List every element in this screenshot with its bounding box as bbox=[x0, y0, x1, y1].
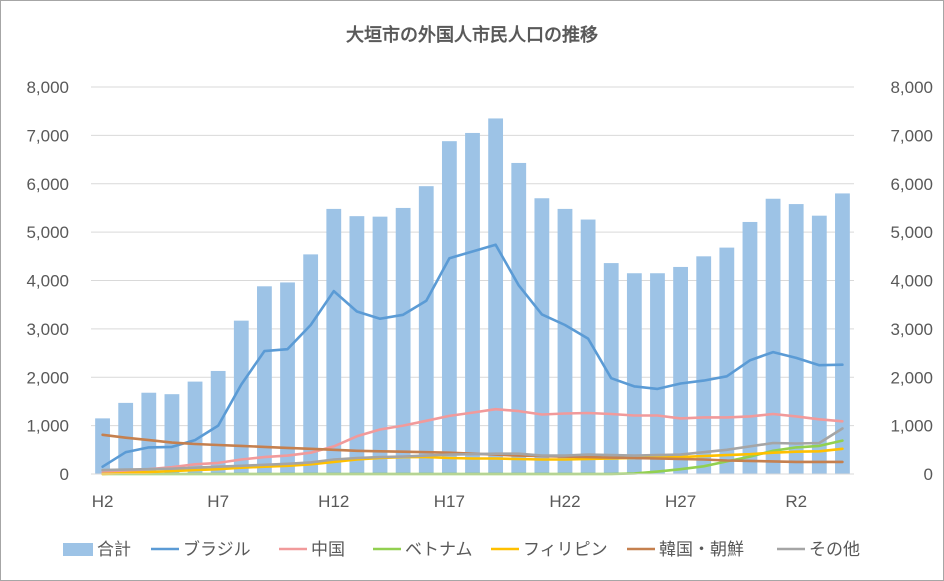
bar-H27 bbox=[673, 266, 688, 474]
y-right-tick-label: 1,000 bbox=[890, 417, 933, 436]
bar-H11 bbox=[303, 254, 319, 474]
line-series-フィリピン bbox=[101, 447, 844, 476]
x-axis: H2 H7 H12 H17 H22 H27 R2 bbox=[92, 492, 807, 511]
y-left-tick-label: 1,000 bbox=[26, 417, 69, 436]
legend: 合計 ブラジル 中国 ベトナム フィリピン 韓国・朝鮮 その他 bbox=[63, 539, 860, 560]
bar-R4 bbox=[835, 193, 850, 475]
y-left-tick-label: 6,000 bbox=[26, 175, 69, 194]
x-tick-label: R2 bbox=[785, 492, 807, 511]
y-axis-right: 0 1,000 2,000 3,000 4,000 5,000 6,000 7,000 8,00… bbox=[890, 78, 933, 484]
legend-label: 中国 bbox=[311, 540, 345, 560]
y-left-tick-label: 4,000 bbox=[26, 272, 69, 291]
legend-item-フィリピン: フィリピン bbox=[491, 540, 608, 560]
bar-H29 bbox=[719, 247, 735, 474]
x-tick-label: H27 bbox=[665, 492, 696, 511]
legend-item-中国: 中国 bbox=[279, 540, 345, 560]
line-series-ブラジル bbox=[101, 243, 844, 469]
legend-label: フィリピン bbox=[523, 540, 608, 560]
y-right-tick-label: 5,000 bbox=[890, 223, 933, 242]
y-axis-left: 0 1,000 2,000 3,000 4,000 5,000 6,000 7,000 8,00… bbox=[26, 78, 69, 484]
bar-H2 bbox=[95, 418, 110, 474]
y-left-tick-label: 8,000 bbox=[26, 78, 69, 97]
x-tick-label: H2 bbox=[92, 492, 114, 511]
y-right-tick-label: 8,000 bbox=[890, 78, 933, 97]
legend-label: 韓国・朝鮮 bbox=[659, 540, 744, 560]
bar-H4 bbox=[141, 392, 157, 474]
y-left-tick-label: 2,000 bbox=[26, 368, 69, 387]
bar-H10 bbox=[280, 282, 295, 474]
legend-label: ベトナム bbox=[405, 540, 473, 560]
bar-H19 bbox=[488, 118, 504, 474]
bar-H5 bbox=[164, 394, 180, 474]
x-tick-label: H22 bbox=[549, 492, 580, 511]
bar-H20 bbox=[511, 162, 527, 475]
chart-title: 大垣市の外国人市民人口の推移 bbox=[346, 24, 598, 46]
x-tick-label: H7 bbox=[207, 492, 229, 511]
bar-R3 bbox=[811, 215, 827, 475]
bar-H28 bbox=[696, 256, 712, 474]
bar-H17 bbox=[441, 141, 457, 474]
legend-swatch bbox=[63, 543, 93, 556]
y-right-tick-label: 0 bbox=[924, 465, 933, 484]
bar-H9 bbox=[257, 286, 272, 474]
bar-H14 bbox=[372, 216, 388, 474]
bar-H25 bbox=[626, 273, 642, 474]
y-left-tick-label: 3,000 bbox=[26, 320, 69, 339]
y-right-tick-label: 7,000 bbox=[890, 126, 933, 145]
y-right-tick-label: 4,000 bbox=[890, 272, 933, 291]
y-right-tick-label: 2,000 bbox=[890, 368, 933, 387]
line-series-その他 bbox=[101, 427, 844, 472]
bar-H13 bbox=[349, 216, 365, 474]
bar-H12 bbox=[326, 208, 342, 474]
legend-item-合計: 合計 bbox=[63, 540, 131, 560]
bar-H7 bbox=[210, 370, 226, 474]
x-tick-label: H17 bbox=[434, 492, 465, 511]
y-right-tick-label: 6,000 bbox=[890, 175, 933, 194]
bar-H6 bbox=[187, 381, 203, 474]
legend-item-韓国・朝鮮: 韓国・朝鮮 bbox=[627, 540, 744, 560]
y-left-tick-label: 5,000 bbox=[26, 223, 69, 242]
bar-H16 bbox=[418, 186, 434, 474]
legend-item-ブラジル: ブラジル bbox=[151, 539, 251, 560]
legend-item-ベトナム: ベトナム bbox=[373, 540, 473, 560]
bar-H23 bbox=[580, 219, 596, 474]
y-right-tick-label: 3,000 bbox=[890, 320, 933, 339]
y-left-tick-label: 7,000 bbox=[26, 126, 69, 145]
bar-H22 bbox=[557, 208, 573, 474]
x-tick-label: H12 bbox=[318, 492, 349, 511]
bar-H30 bbox=[742, 221, 758, 474]
bar-H8 bbox=[233, 320, 249, 474]
bar-H15 bbox=[395, 207, 411, 474]
bar-H18 bbox=[465, 132, 480, 475]
legend-label: 合計 bbox=[97, 540, 131, 560]
bar-series-group bbox=[95, 118, 850, 475]
legend-label: その他 bbox=[809, 540, 860, 560]
bar-H24 bbox=[603, 263, 619, 474]
bar-H21 bbox=[534, 198, 550, 474]
y-left-tick-label: 0 bbox=[60, 465, 69, 484]
legend-label: ブラジル bbox=[183, 539, 251, 560]
legend-item-その他: その他 bbox=[777, 540, 860, 560]
bar-H26 bbox=[650, 273, 665, 474]
bar-R2 bbox=[788, 204, 804, 474]
line-series-中国 bbox=[101, 407, 844, 474]
bar-R1 bbox=[765, 198, 781, 474]
